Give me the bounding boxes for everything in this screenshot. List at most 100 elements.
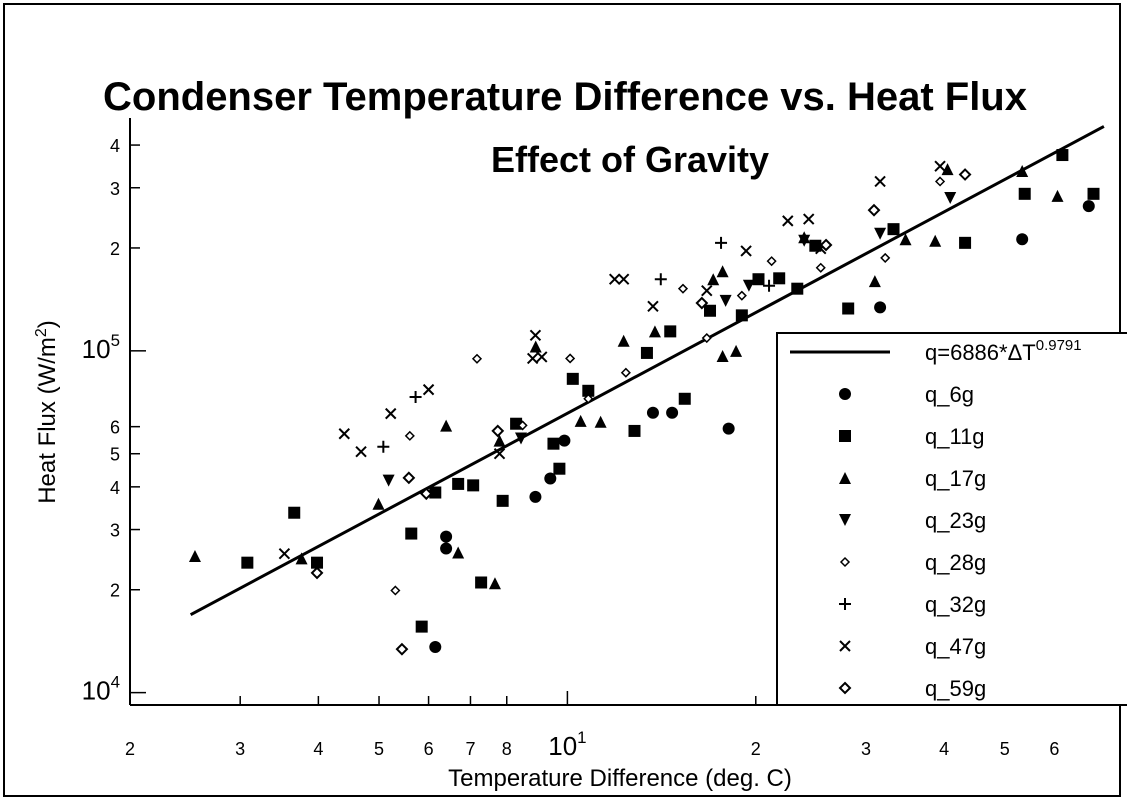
point (574, 414, 587, 427)
legend-marker (839, 472, 851, 484)
point (929, 234, 942, 247)
point (640, 346, 653, 359)
point (1082, 200, 1095, 213)
point (740, 245, 752, 257)
point (874, 301, 887, 314)
y-tick-label: 4 (110, 136, 120, 156)
x-tick-label-text: 5 (1000, 739, 1010, 759)
legend-marker (839, 430, 851, 442)
y-tick-label-text: 6 (110, 418, 120, 438)
x-tick-label-text: 8 (502, 739, 512, 759)
legend-label-text: q_23g (925, 508, 986, 533)
point (809, 239, 822, 252)
point (934, 176, 946, 187)
point (617, 273, 630, 285)
point (798, 234, 811, 247)
y-tick-label: 6 (110, 418, 120, 438)
legend-label: q_28g (925, 550, 986, 575)
point (488, 577, 501, 590)
point (654, 273, 667, 286)
point (766, 256, 777, 267)
legend-label-text: q_28g (925, 550, 986, 575)
point (429, 640, 442, 653)
legend-box (776, 332, 1127, 706)
point (536, 351, 548, 363)
point (874, 227, 887, 240)
legend-label: q_23g (925, 508, 986, 533)
point (1087, 187, 1100, 200)
point (311, 556, 324, 569)
y-tick-label: 105 (82, 331, 120, 364)
point (1056, 149, 1069, 162)
x-tick-label: 5 (374, 739, 384, 759)
point (1016, 233, 1029, 246)
point (707, 273, 720, 286)
point (422, 383, 435, 396)
x-tick-label: 3 (235, 739, 245, 759)
point (617, 334, 630, 347)
point (791, 282, 804, 295)
point (395, 642, 409, 656)
point (716, 349, 729, 362)
x-tick-label: 8 (502, 739, 512, 759)
point (402, 471, 416, 485)
legend-marker (839, 598, 851, 610)
point (241, 556, 254, 569)
point (1051, 189, 1064, 202)
chart-title: Condenser Temperature Difference vs. Hea… (103, 75, 1027, 119)
point (496, 494, 509, 507)
point (664, 325, 677, 338)
legend-label-text: q_47g (925, 634, 986, 659)
point (763, 279, 776, 292)
point (372, 497, 385, 510)
legend-label-text: q_6g (925, 382, 974, 407)
point (608, 273, 621, 285)
point (716, 265, 729, 278)
point (868, 275, 881, 288)
legend-label-text: q_11g (925, 424, 985, 449)
point (565, 353, 576, 364)
y-tick-label: 4 (110, 478, 120, 498)
point (646, 406, 659, 419)
x-tick-label-text: 3 (235, 739, 245, 759)
point (666, 406, 679, 419)
y-tick-label: 2 (110, 239, 120, 259)
point (1018, 187, 1031, 200)
point (899, 233, 912, 246)
legend-marker (839, 514, 851, 526)
legend-label-sup: 0.9791 (1036, 337, 1082, 354)
y-axis-label-sup: 2 (33, 328, 50, 337)
point (475, 576, 488, 589)
y-tick-label-sup: 4 (111, 673, 120, 692)
point (288, 506, 301, 519)
point (628, 424, 641, 437)
point (880, 252, 891, 263)
point (547, 437, 560, 450)
x-tick-label: 4 (939, 739, 949, 759)
legend-marker (839, 388, 851, 400)
point (385, 407, 397, 420)
y-axis-label-close: ) (34, 320, 61, 328)
point (695, 296, 709, 310)
point (815, 262, 826, 273)
point (701, 332, 712, 344)
point (958, 168, 972, 181)
legend-label-text: q_32g (925, 592, 986, 617)
point (471, 353, 483, 364)
point (188, 550, 201, 563)
y-tick-label-text: 2 (110, 239, 120, 259)
point (647, 300, 659, 312)
point (1016, 164, 1029, 177)
point (526, 352, 539, 365)
point (409, 390, 422, 403)
y-tick-label: 3 (110, 521, 120, 541)
legend-label: q_59g (925, 676, 986, 701)
legend-label: q_32g (925, 592, 986, 617)
y-tick-label-text: 10 (82, 334, 111, 364)
point (440, 530, 453, 543)
legend-label: q_17g (925, 466, 986, 491)
point (529, 329, 542, 342)
point (874, 175, 886, 188)
legend-label-text: q_17g (925, 466, 986, 491)
point (467, 479, 480, 492)
